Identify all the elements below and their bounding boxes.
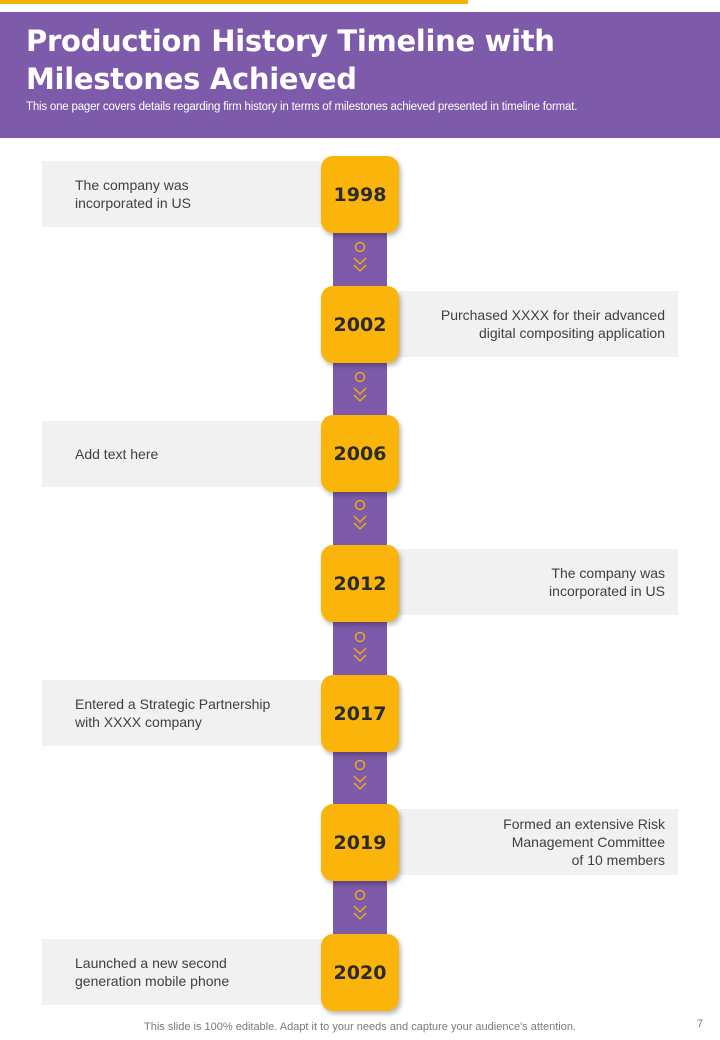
milestone-text: Entered a Strategic Partnership with XXX… [42, 680, 321, 746]
milestone-text: The company was incorporated in US [399, 549, 678, 615]
milestone-year: 2019 [321, 804, 399, 881]
page-number: 7 [697, 1018, 704, 1030]
chevron-down-icon [353, 759, 367, 790]
page-subtitle: This one pager covers details regarding … [26, 101, 578, 113]
milestone-text: Purchased XXXX for their advanced digita… [399, 291, 678, 357]
top-accent-bar [0, 0, 468, 4]
milestone-year: 2017 [321, 675, 399, 752]
chevron-down-icon [353, 631, 367, 662]
milestone-text: Formed an extensive Risk Management Comm… [399, 809, 678, 875]
milestone-year: 1998 [321, 156, 399, 233]
timeline-connector [333, 754, 387, 804]
chevron-down-icon [353, 241, 367, 272]
milestone-text: The company was incorporated in US [42, 161, 321, 227]
timeline-connector [333, 236, 387, 286]
timeline-connector [333, 494, 387, 544]
chevron-down-icon [353, 499, 367, 530]
milestone-year: 2002 [321, 286, 399, 363]
milestone-year: 2012 [321, 545, 399, 622]
chevron-down-icon [353, 371, 367, 402]
timeline-connector [333, 366, 387, 416]
page-title: Production History Timeline with Milesto… [26, 24, 555, 96]
chevron-down-icon [353, 889, 367, 920]
milestone-year: 2020 [321, 934, 399, 1011]
footer-note: This slide is 100% editable. Adapt it to… [144, 1021, 576, 1033]
header-banner: Production History Timeline with Milesto… [0, 12, 720, 138]
milestone-year: 2006 [321, 415, 399, 492]
timeline-connector [333, 626, 387, 676]
milestone-text: Launched a new second generation mobile … [42, 939, 321, 1005]
timeline-connector [333, 884, 387, 934]
milestone-text: Add text here [42, 421, 321, 487]
